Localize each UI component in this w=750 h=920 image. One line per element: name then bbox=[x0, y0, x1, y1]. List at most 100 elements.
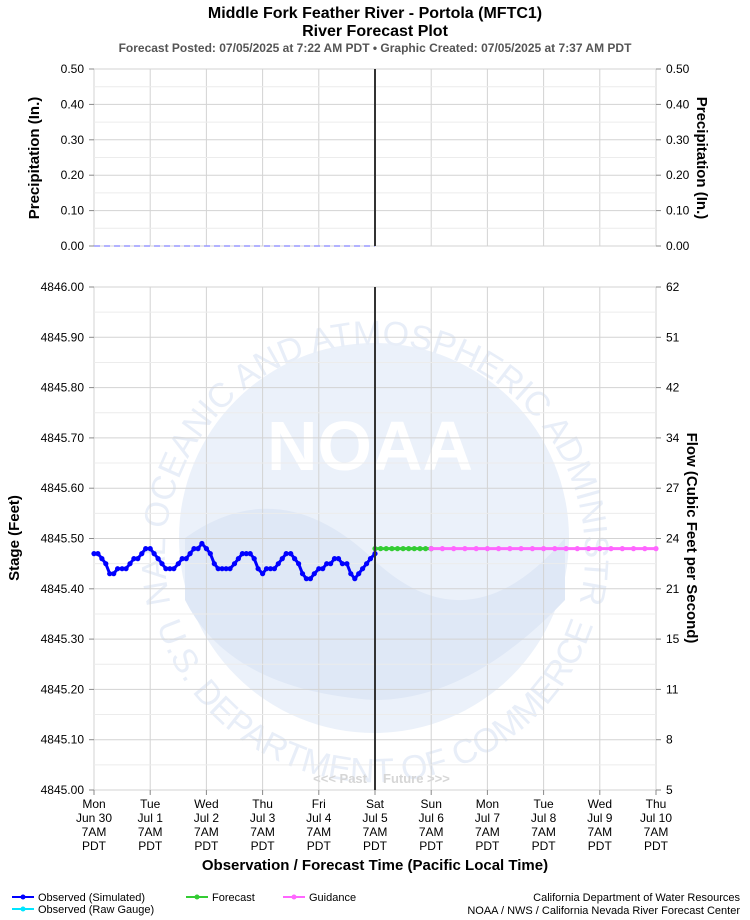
x-tick-label: PDT bbox=[82, 839, 107, 853]
forecast-point bbox=[423, 546, 429, 552]
stage-ytick-label-right: 34 bbox=[666, 431, 680, 445]
flow-axis-label: Flow (Cubic Feet per Second) bbox=[683, 433, 700, 644]
precip-ytick-label: 0.50 bbox=[61, 62, 85, 76]
guidance-point bbox=[529, 546, 536, 552]
observed-sim-point bbox=[119, 566, 125, 572]
x-tick-label: PDT bbox=[363, 839, 388, 853]
observed-sim-point bbox=[352, 576, 358, 582]
observed-sim-point bbox=[131, 556, 137, 562]
observed-sim-point bbox=[271, 566, 277, 572]
stage-ytick-label-right: 27 bbox=[666, 481, 680, 495]
guidance-point bbox=[619, 546, 625, 552]
x-tick-label: Tue bbox=[533, 797, 554, 811]
observed-sim-point bbox=[311, 571, 317, 577]
precip-ytick-label: 0.20 bbox=[61, 168, 85, 182]
guidance-point bbox=[586, 546, 592, 552]
observed-sim-point bbox=[263, 566, 270, 572]
x-axis-label: Observation / Forecast Time (Pacific Loc… bbox=[202, 857, 548, 874]
x-tick-label: Jun 30 bbox=[76, 811, 112, 825]
credit-cnrfc: NOAA / NWS / California Nevada River For… bbox=[467, 905, 740, 917]
guidance-point bbox=[496, 546, 502, 552]
precip-ytick-label: 0.10 bbox=[61, 204, 85, 218]
stage-ytick-label: 4845.20 bbox=[41, 682, 85, 696]
observed-sim-point bbox=[231, 561, 238, 567]
observed-sim-point bbox=[356, 571, 362, 577]
forecast-point bbox=[394, 546, 401, 552]
guidance-point bbox=[552, 546, 558, 552]
x-tick-label: Fri bbox=[312, 797, 326, 811]
x-tick-label: Mon bbox=[82, 797, 105, 811]
forecast-point bbox=[383, 546, 389, 552]
observed-sim-point bbox=[115, 566, 121, 572]
observed-sim-point bbox=[255, 566, 261, 572]
guidance-point bbox=[541, 546, 547, 552]
stage-axis-label: Stage (Feet) bbox=[6, 495, 23, 581]
legend-observed-sim: Observed (Simulated) bbox=[38, 892, 145, 904]
x-tick-label: 7AM bbox=[475, 825, 500, 839]
observed-sim-point bbox=[155, 556, 161, 562]
guidance-point bbox=[484, 546, 490, 552]
observed-sim-point bbox=[95, 551, 101, 557]
observed-sim-point bbox=[215, 566, 221, 572]
observed-sim-point bbox=[283, 551, 289, 557]
observed-sim-point bbox=[235, 556, 241, 562]
x-tick-label: 7AM bbox=[363, 825, 388, 839]
observed-sim-point bbox=[195, 546, 201, 552]
legend-forecast: Forecast bbox=[212, 892, 255, 904]
x-tick-label: Jul 4 bbox=[306, 811, 332, 825]
observed-sim-point bbox=[292, 556, 298, 562]
precipitation-panel: 0.00 0.00 0.10 0.10 0.20 0.20 0.30 0.30 0.40 0.40… bbox=[61, 62, 690, 253]
precip-right-axis-label: Precipitation (In.) bbox=[693, 97, 710, 220]
guidance-point bbox=[630, 546, 637, 552]
observed-sim-point bbox=[179, 556, 185, 562]
forecast-point bbox=[400, 546, 406, 552]
observed-sim-point bbox=[223, 566, 229, 572]
legend-marker-observed-sim bbox=[20, 894, 26, 900]
guidance-point bbox=[563, 546, 569, 552]
x-tick-label: 7AM bbox=[194, 825, 219, 839]
observed-sim-point bbox=[143, 546, 149, 552]
stage-ytick-label-right: 62 bbox=[666, 280, 680, 294]
x-tick-label: Jul 3 bbox=[250, 811, 276, 825]
x-tick-label: Thu bbox=[646, 797, 667, 811]
observed-sim-point bbox=[91, 551, 97, 557]
observed-sim-point bbox=[320, 566, 326, 572]
observed-sim-point bbox=[299, 571, 306, 577]
precip-ytick-label-right: 0.00 bbox=[666, 239, 690, 253]
posted-created-line: Forecast Posted: 07/05/2025 at 7:22 AM P… bbox=[119, 41, 633, 55]
observed-sim-point bbox=[227, 566, 233, 572]
observed-sim-point bbox=[211, 561, 217, 567]
observed-sim-point bbox=[344, 561, 350, 567]
stage-ytick-label: 4845.10 bbox=[41, 733, 85, 747]
x-tick-label: Wed bbox=[194, 797, 218, 811]
x-tick-label: Jul 6 bbox=[419, 811, 445, 825]
observed-sim-point bbox=[331, 556, 338, 562]
stage-ytick-label: 4845.90 bbox=[41, 330, 85, 344]
observed-sim-point bbox=[175, 561, 181, 567]
observed-sim-point bbox=[243, 551, 249, 557]
precip-ytick-label-right: 0.30 bbox=[666, 133, 690, 147]
guidance-point bbox=[451, 546, 457, 552]
noaa-logo-text: NOAA bbox=[267, 407, 473, 485]
observed-sim-point bbox=[127, 561, 133, 567]
stage-ytick-label-right: 11 bbox=[666, 682, 679, 696]
observed-sim-point bbox=[335, 556, 342, 562]
observed-sim-point bbox=[219, 566, 225, 572]
guidance-point bbox=[518, 546, 524, 552]
observed-sim-point bbox=[123, 566, 129, 572]
observed-sim-point bbox=[163, 566, 169, 572]
x-tick-label: Mon bbox=[476, 797, 499, 811]
x-tick-label: 7AM bbox=[587, 825, 612, 839]
x-tick-label: PDT bbox=[194, 839, 219, 853]
stage-ytick-label: 4845.80 bbox=[41, 381, 85, 395]
observed-sim-point bbox=[324, 561, 330, 567]
guidance-point bbox=[439, 546, 445, 552]
x-tick-label: PDT bbox=[307, 839, 332, 853]
x-tick-label: 7AM bbox=[531, 825, 556, 839]
observed-sim-point bbox=[247, 551, 253, 557]
observed-sim-point bbox=[191, 546, 197, 552]
forecast-point bbox=[417, 546, 423, 552]
observed-sim-point bbox=[199, 540, 205, 547]
guidance-point bbox=[462, 546, 468, 552]
